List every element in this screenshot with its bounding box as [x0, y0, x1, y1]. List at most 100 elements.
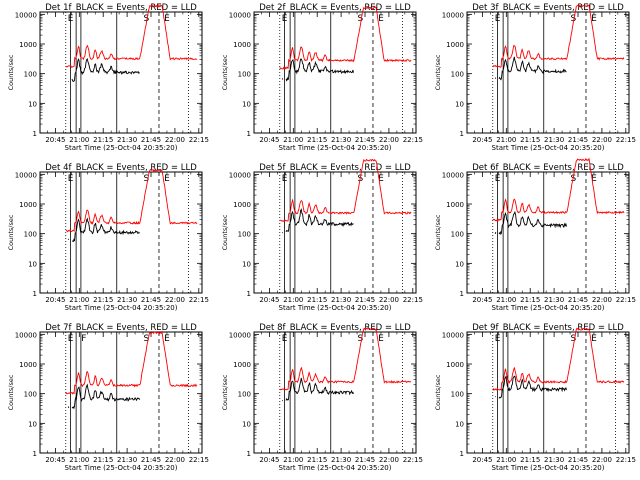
lld-series-line — [279, 158, 412, 222]
y-axis-label: Counts/sec — [7, 54, 15, 90]
y-axis-label: Counts/sec — [434, 214, 442, 250]
x-tick-label: 21:45 — [141, 136, 161, 144]
x-tick-label: 21:30 — [331, 296, 351, 304]
y-tick-label: 100 — [24, 231, 37, 239]
x-axis-label: Start Time (25-Oct-04 20:35:20) — [492, 144, 605, 152]
panel-det-3: Det 3f_BLACK = Events, RED = LLD Counts/s… — [434, 3, 636, 152]
x-tick-label: 20:45 — [45, 296, 65, 304]
plot-frame — [39, 331, 203, 454]
panel-det-9: Det 9f_BLACK = Events, RED = LLD Counts/s… — [434, 323, 636, 472]
lld-series-line — [492, 157, 625, 223]
x-axis-label: Start Time (25-Oct-04 20:35:20) — [279, 144, 392, 152]
marker-letter: S — [143, 14, 149, 24]
marker-letter: E — [495, 174, 501, 184]
panel-det-7: Det 7f_BLACK = Events, RED = LLD Counts/s… — [7, 323, 209, 472]
x-tick-label: 21:00 — [496, 136, 516, 144]
lld-series-line — [65, 4, 198, 68]
lld-series-line — [279, 327, 412, 391]
x-tick-label: 21:00 — [69, 296, 89, 304]
x-tick-label: 20:45 — [472, 456, 492, 464]
y-tick-label: 10000 — [442, 171, 464, 179]
y-tick-label: 1000 — [233, 41, 251, 49]
marker-letter: E — [68, 14, 74, 24]
marker-letter: E — [591, 14, 597, 24]
y-tick-label: 10000 — [229, 171, 251, 179]
x-tick-label: 22:00 — [165, 296, 185, 304]
y-tick-label: 10000 — [442, 11, 464, 19]
x-tick-label: 21:15 — [307, 136, 327, 144]
x-tick-label: 22:00 — [592, 136, 612, 144]
x-axis-label: Start Time (25-Oct-04 20:35:20) — [279, 464, 392, 472]
y-axis-label: Counts/sec — [221, 54, 229, 90]
panel-title: Det 1f_BLACK = Events, RED = LLD — [45, 3, 197, 13]
x-tick-label: 21:45 — [568, 456, 588, 464]
y-tick-label: 1000 — [19, 201, 37, 209]
y-axis-label: Counts/sec — [7, 214, 15, 250]
x-tick-label: 22:00 — [592, 296, 612, 304]
marker-letter: S — [357, 334, 363, 344]
x-tick-label: 20:45 — [45, 456, 65, 464]
plot-frame — [253, 11, 417, 134]
x-tick-label: 22:15 — [616, 456, 636, 464]
y-tick-label: 10 — [455, 420, 464, 428]
x-tick-label: 21:30 — [331, 136, 351, 144]
plot-frame — [39, 171, 203, 294]
marker-letter: E — [495, 14, 501, 24]
y-axis-label: Counts/sec — [221, 374, 229, 410]
y-tick-label: 100 — [24, 391, 37, 399]
y-tick-label: 10000 — [15, 331, 37, 339]
events-series-line — [67, 217, 140, 243]
panel-title: Det 2f_BLACK = Events, RED = LLD — [259, 3, 411, 13]
x-tick-label: 21:00 — [283, 296, 303, 304]
x-tick-label: 21:00 — [69, 136, 89, 144]
y-tick-label: 10 — [28, 100, 37, 108]
plot-frame — [39, 11, 203, 134]
x-axis-label: Start Time (25-Oct-04 20:35:20) — [65, 144, 178, 152]
x-tick-label: 22:00 — [592, 456, 612, 464]
panel-title: Det 6f_BLACK = Events, RED = LLD — [472, 163, 624, 173]
marker-letter: S — [143, 174, 149, 184]
x-tick-label: 21:15 — [93, 136, 113, 144]
marker-letter: E — [282, 14, 288, 24]
x-tick-label: 20:45 — [45, 136, 65, 144]
marker-letter: E — [282, 174, 288, 184]
panel-title: Det 3f_BLACK = Events, RED = LLD — [472, 3, 624, 13]
x-tick-label: 22:15 — [616, 296, 636, 304]
x-tick-label: 22:00 — [165, 456, 185, 464]
y-tick-label: 1 — [460, 450, 464, 458]
y-tick-label: 1 — [460, 290, 464, 298]
y-tick-label: 1000 — [233, 201, 251, 209]
y-tick-label: 1000 — [19, 41, 37, 49]
marker-letter: E — [495, 334, 501, 344]
lld-series-line — [65, 330, 198, 395]
x-axis-label: Start Time (25-Oct-04 20:35:20) — [492, 304, 605, 312]
x-tick-label: 21:45 — [141, 456, 161, 464]
x-tick-label: 21:30 — [117, 456, 137, 464]
y-tick-label: 10 — [28, 420, 37, 428]
x-tick-label: 22:00 — [379, 456, 399, 464]
y-tick-label: 10 — [455, 100, 464, 108]
lld-series-line — [492, 327, 625, 391]
panel-det-6: Det 6f_BLACK = Events, RED = LLD Counts/s… — [434, 157, 636, 312]
x-tick-label: 22:15 — [403, 296, 423, 304]
x-tick-label: 21:00 — [283, 456, 303, 464]
panel-det-8: Det 8f_BLACK = Events, RED = LLD Counts/s… — [221, 323, 423, 472]
x-tick-label: 20:45 — [259, 136, 279, 144]
y-tick-label: 10000 — [442, 331, 464, 339]
marker-letter: S — [570, 334, 576, 344]
x-tick-label: 21:30 — [117, 296, 137, 304]
x-tick-label: 21:00 — [496, 296, 516, 304]
marker-letter: F — [81, 334, 86, 344]
plot-frame — [466, 171, 630, 294]
y-tick-label: 100 — [238, 71, 251, 79]
plot-frame — [466, 11, 630, 134]
panel-title: Det 9f_BLACK = Events, RED = LLD — [472, 323, 624, 333]
y-tick-label: 1000 — [233, 361, 251, 369]
marker-letter: E — [164, 334, 170, 344]
y-tick-label: 1000 — [446, 41, 464, 49]
x-tick-label: 21:30 — [331, 456, 351, 464]
marker-letter: E — [164, 14, 170, 24]
x-tick-label: 21:00 — [283, 136, 303, 144]
y-tick-label: 1 — [460, 130, 464, 138]
